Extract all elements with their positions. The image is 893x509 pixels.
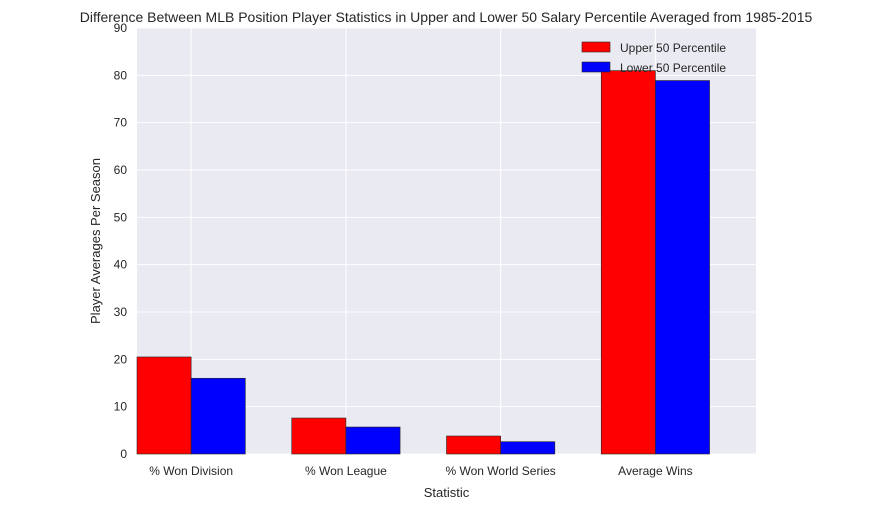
chart-title: Difference Between MLB Position Player S… (80, 9, 813, 25)
x-tick-label: % Won World Series (446, 464, 556, 478)
y-tick-label: 60 (114, 163, 128, 177)
bar-upper-3 (600, 70, 656, 455)
y-tick-label: 50 (114, 210, 128, 224)
bar-upper-0 (136, 356, 192, 455)
x-tick-label: % Won Division (149, 464, 233, 478)
x-tick-label: Average Wins (618, 464, 692, 478)
y-tick-label: 10 (114, 400, 128, 414)
legend-swatch (581, 61, 611, 73)
x-tick-label: % Won League (305, 464, 387, 478)
y-tick-label: 80 (114, 68, 128, 82)
x-tick-labels: % Won Division % Won League % Won World Se… (149, 464, 692, 478)
bar-lower-2 (500, 441, 556, 455)
x-axis-label: Statistic (424, 485, 470, 500)
legend: Upper 50 Percentile Lower 50 Percentile (581, 41, 726, 75)
y-axis-label: Player Averages Per Season (88, 158, 103, 324)
bar-upper-2 (446, 435, 501, 455)
bar-lower-1 (345, 426, 401, 455)
legend-label: Upper 50 Percentile (620, 41, 726, 55)
y-tick-labels: 0 10 20 30 40 50 60 70 80 90 (114, 21, 128, 461)
legend-swatch (581, 41, 611, 53)
bar-lower-3 (655, 80, 710, 455)
y-tick-label: 90 (114, 21, 128, 35)
bar-lower-0 (190, 377, 246, 455)
bar-upper-1 (291, 417, 347, 455)
y-tick-label: 30 (114, 305, 128, 319)
y-tick-label: 70 (114, 116, 128, 130)
y-tick-label: 0 (120, 447, 127, 461)
bars (136, 70, 710, 455)
y-tick-label: 20 (114, 352, 128, 366)
y-tick-label: 40 (114, 258, 128, 272)
legend-label: Lower 50 Percentile (620, 61, 726, 75)
